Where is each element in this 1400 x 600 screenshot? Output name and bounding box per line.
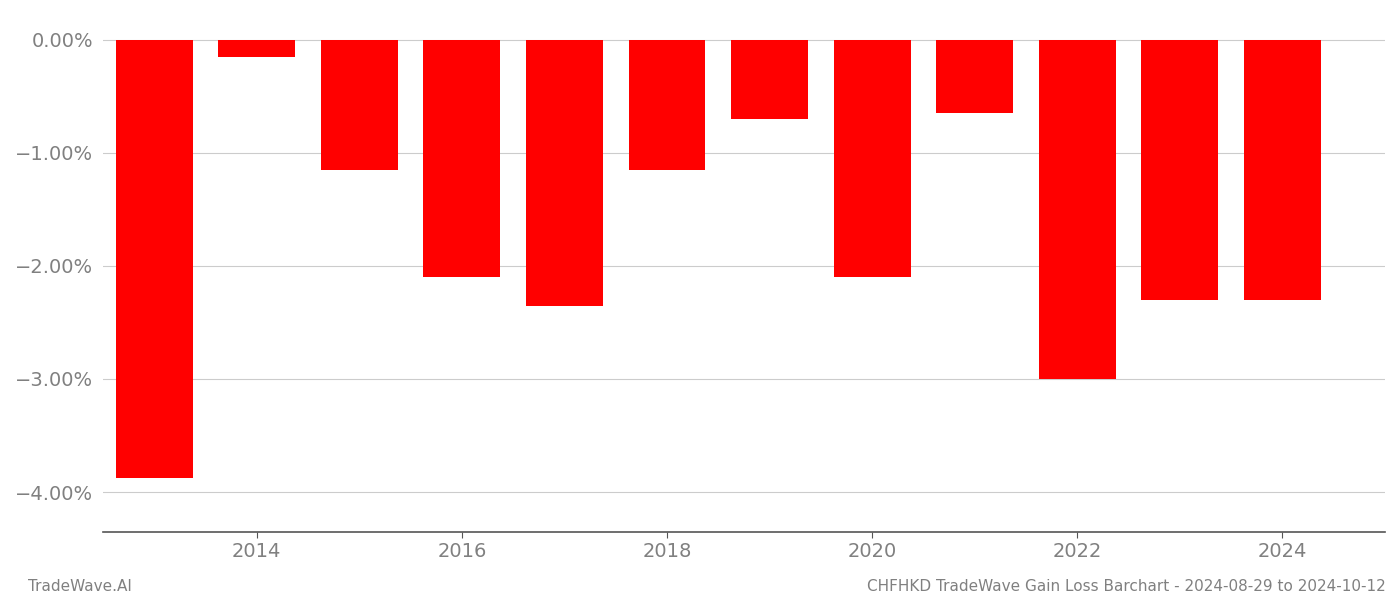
Bar: [1039, 40, 1116, 379]
Bar: [423, 40, 500, 277]
Bar: [731, 40, 808, 119]
Bar: [833, 40, 910, 277]
Bar: [526, 40, 603, 305]
Bar: [321, 40, 398, 170]
Bar: [937, 40, 1014, 113]
Bar: [1141, 40, 1218, 300]
Bar: [116, 40, 193, 478]
Text: CHFHKD TradeWave Gain Loss Barchart - 2024-08-29 to 2024-10-12: CHFHKD TradeWave Gain Loss Barchart - 20…: [867, 579, 1386, 594]
Bar: [629, 40, 706, 170]
Text: TradeWave.AI: TradeWave.AI: [28, 579, 132, 594]
Bar: [1245, 40, 1320, 300]
Bar: [218, 40, 295, 57]
